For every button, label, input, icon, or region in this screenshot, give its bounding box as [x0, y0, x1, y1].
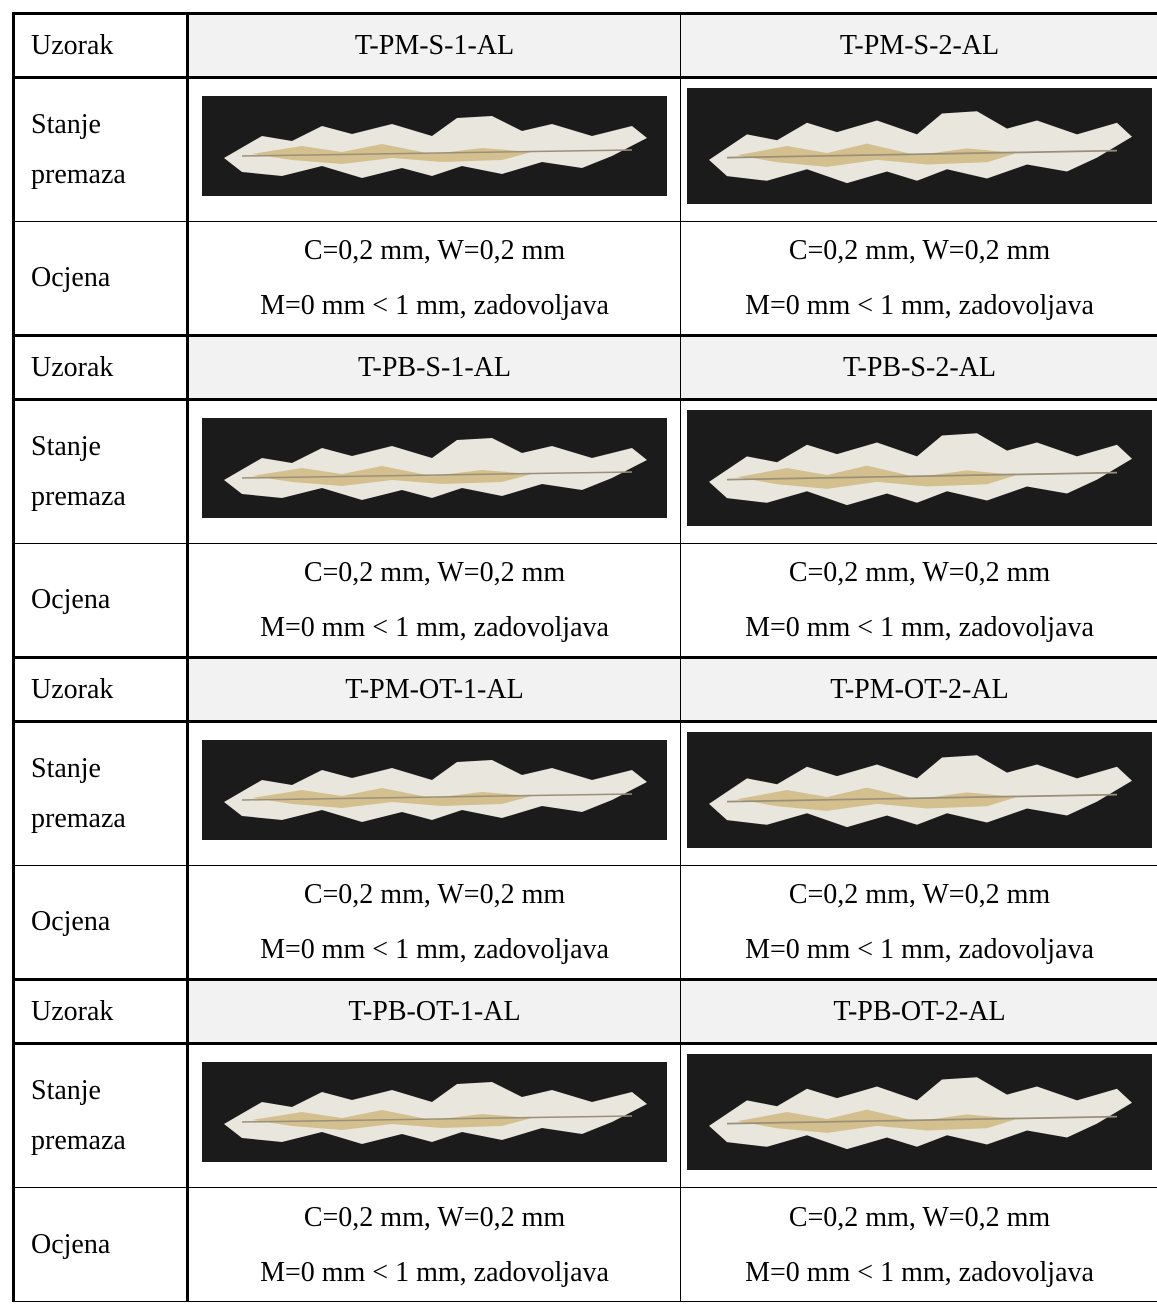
state-row: Stanje premaza: [12, 76, 1157, 222]
rating-line: C=0,2 mm, W=0,2 mm: [303, 879, 566, 910]
sample-name: T-PM-S-2-AL: [839, 29, 1000, 61]
row-label: Uzorak: [31, 351, 114, 383]
rating-line: C=0,2 mm, W=0,2 mm: [788, 1201, 1051, 1233]
row-label-cell: Ocjena: [12, 543, 189, 658]
row-label-cell: Stanje premaza: [12, 76, 189, 222]
row-label: Uzorak: [31, 995, 114, 1027]
coating-photo: [201, 739, 668, 841]
sample-cell: T-PM-S-1-AL: [187, 12, 681, 78]
rating-line: C=0,2 mm, W=0,2 mm: [303, 235, 566, 266]
row-label-cell: Uzorak: [12, 334, 189, 400]
row-label-cell: Uzorak: [12, 656, 189, 722]
rating-cell: C=0,2 mm, W=0,2 mm M=0 mm < 1 mm, zadovol…: [680, 865, 1157, 980]
table-body: Uzorak T-PM-S-1-AL T-PM-S-2-AL Stanje prema…: [12, 12, 1157, 1302]
photo-cell: [680, 76, 1157, 222]
rating-cell: C=0,2 mm, W=0,2 mm M=0 mm < 1 mm, zadovol…: [680, 543, 1157, 658]
rating-cell: C=0,2 mm, W=0,2 mm M=0 mm < 1 mm, zadovol…: [187, 543, 681, 658]
rating-line: M=0 mm < 1 mm, zadovoljava: [260, 934, 609, 965]
photo-cell: [187, 1042, 681, 1188]
sample-cell: T-PB-S-1-AL: [187, 334, 681, 400]
coating-photo: [201, 417, 668, 519]
photo-cell: [187, 398, 681, 544]
coating-photo: [686, 731, 1153, 849]
rating-row: Ocjena C=0,2 mm, W=0,2 mm M=0 mm < 1 mm, z…: [12, 543, 1157, 658]
rating-cell: C=0,2 mm, W=0,2 mm M=0 mm < 1 mm, zadovol…: [187, 865, 681, 980]
coating-photo: [686, 1053, 1153, 1171]
sample-name: T-PB-OT-1-AL: [348, 995, 521, 1027]
sample-name: T-PM-S-1-AL: [354, 29, 515, 61]
coating-photo: [686, 87, 1153, 205]
coating-photo: [201, 95, 668, 197]
rating-cell: C=0,2 mm, W=0,2 mm M=0 mm < 1 mm, zadovol…: [187, 1187, 681, 1302]
sample-name: T-PB-OT-2-AL: [833, 995, 1006, 1027]
row-label: Stanje premaza: [31, 431, 126, 512]
sample-cell: T-PM-S-2-AL: [680, 12, 1157, 78]
row-label: Uzorak: [31, 29, 114, 61]
sample-cell: T-PM-OT-2-AL: [680, 656, 1157, 722]
rating-line: C=0,2 mm, W=0,2 mm: [303, 1201, 566, 1233]
sample-cell: T-PM-OT-1-AL: [187, 656, 681, 722]
rating-line: M=0 mm < 1 mm, zadovoljava: [260, 1256, 609, 1288]
sample-name: T-PB-S-1-AL: [358, 351, 511, 383]
state-row: Stanje premaza: [12, 720, 1157, 866]
rating-cell: C=0,2 mm, W=0,2 mm M=0 mm < 1 mm, zadovol…: [680, 221, 1157, 336]
state-row: Stanje premaza: [12, 1042, 1157, 1188]
photo-cell: [187, 76, 681, 222]
results-table: Uzorak T-PM-S-1-AL T-PM-S-2-AL Stanje prema…: [12, 12, 1157, 1302]
rating-row: Ocjena C=0,2 mm, W=0,2 mm M=0 mm < 1 mm, z…: [12, 221, 1157, 336]
sample-row: Uzorak T-PB-S-1-AL T-PB-S-2-AL: [12, 334, 1157, 400]
row-label: Ocjena: [31, 1228, 111, 1260]
sample-row: Uzorak T-PM-S-1-AL T-PM-S-2-AL: [12, 12, 1157, 78]
row-label: Stanje premaza: [31, 753, 126, 834]
rating-line: M=0 mm < 1 mm, zadovoljava: [260, 290, 609, 321]
sample-cell: T-PB-OT-1-AL: [187, 978, 681, 1044]
row-label: Ocjena: [31, 262, 111, 293]
sample-name: T-PB-S-2-AL: [843, 351, 996, 383]
coating-photo: [686, 409, 1153, 527]
rating-line: M=0 mm < 1 mm, zadovoljava: [745, 290, 1094, 321]
row-label: Ocjena: [31, 584, 111, 615]
row-label-cell: Ocjena: [12, 865, 189, 980]
row-label: Ocjena: [31, 906, 111, 937]
sample-name: T-PM-OT-1-AL: [345, 673, 524, 705]
rating-cell: C=0,2 mm, W=0,2 mm M=0 mm < 1 mm, zadovol…: [680, 1187, 1157, 1302]
row-label-cell: Stanje premaza: [12, 720, 189, 866]
photo-cell: [680, 720, 1157, 866]
sample-row: Uzorak T-PM-OT-1-AL T-PM-OT-2-AL: [12, 656, 1157, 722]
photo-cell: [680, 398, 1157, 544]
rating-line: C=0,2 mm, W=0,2 mm: [788, 557, 1051, 588]
rating-line: M=0 mm < 1 mm, zadovoljava: [745, 612, 1094, 643]
row-label-cell: Ocjena: [12, 221, 189, 336]
row-label-cell: Uzorak: [12, 978, 189, 1044]
row-label: Stanje premaza: [31, 109, 126, 190]
rating-line: C=0,2 mm, W=0,2 mm: [303, 557, 566, 588]
coating-photo: [201, 1061, 668, 1163]
sample-row: Uzorak T-PB-OT-1-AL T-PB-OT-2-AL: [12, 978, 1157, 1044]
sample-name: T-PM-OT-2-AL: [830, 673, 1009, 705]
row-label-cell: Uzorak: [12, 12, 189, 78]
sample-cell: T-PB-S-2-AL: [680, 334, 1157, 400]
rating-line: M=0 mm < 1 mm, zadovoljava: [745, 1256, 1094, 1288]
rating-line: M=0 mm < 1 mm, zadovoljava: [260, 612, 609, 643]
state-row: Stanje premaza: [12, 398, 1157, 544]
row-label: Uzorak: [31, 673, 114, 705]
row-label-cell: Ocjena: [12, 1187, 189, 1302]
rating-cell: C=0,2 mm, W=0,2 mm M=0 mm < 1 mm, zadovol…: [187, 221, 681, 336]
sample-cell: T-PB-OT-2-AL: [680, 978, 1157, 1044]
row-label-cell: Stanje premaza: [12, 398, 189, 544]
rating-row: Ocjena C=0,2 mm, W=0,2 mm M=0 mm < 1 mm, z…: [12, 1187, 1157, 1302]
photo-cell: [680, 1042, 1157, 1188]
rating-line: C=0,2 mm, W=0,2 mm: [788, 235, 1051, 266]
row-label: Stanje premaza: [31, 1075, 126, 1156]
rating-line: C=0,2 mm, W=0,2 mm: [788, 879, 1051, 910]
rating-row: Ocjena C=0,2 mm, W=0,2 mm M=0 mm < 1 mm, z…: [12, 865, 1157, 980]
row-label-cell: Stanje premaza: [12, 1042, 189, 1188]
photo-cell: [187, 720, 681, 866]
rating-line: M=0 mm < 1 mm, zadovoljava: [745, 934, 1094, 965]
